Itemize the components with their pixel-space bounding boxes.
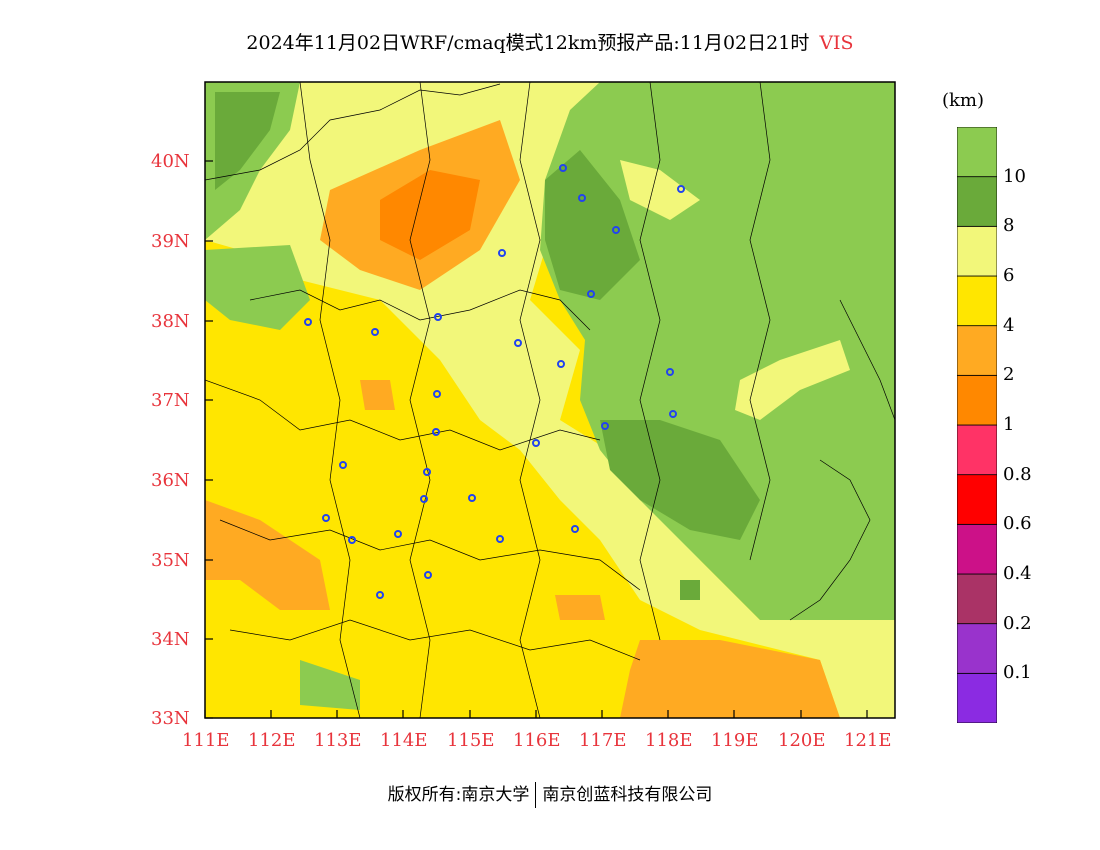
colorbar-swatch [957, 375, 997, 425]
colorbar-swatch [957, 127, 997, 177]
colorbar-tick-label: 0.1 [1003, 662, 1032, 683]
colorbar-swatch [957, 624, 997, 674]
lon-label-120e: 120E [778, 730, 826, 751]
colorbar-swatch [957, 226, 997, 276]
lat-label-36n: 36N [151, 470, 190, 491]
lon-label-111e: 111E [182, 730, 230, 751]
lon-label-112e: 112E [248, 730, 296, 751]
footer-separator [535, 782, 536, 808]
colorbar-tick-label: 0.8 [1003, 464, 1032, 485]
colorbar [957, 127, 997, 723]
colorbar-tick-label: 4 [1003, 315, 1014, 336]
colorbar-tick-label: 0.4 [1003, 563, 1032, 584]
footer-left: 版权所有:南京大学 [388, 785, 530, 805]
colorbar-swatch [957, 326, 997, 376]
colorbar-tick-label: 0.6 [1003, 513, 1032, 534]
colorbar-tick-label: 1 [1003, 414, 1014, 435]
lon-label-113e: 113E [314, 730, 362, 751]
lat-label-37n: 37N [151, 390, 190, 411]
copyright-footer: 版权所有:南京大学 南京创蓝科技有限公司 [0, 780, 1100, 808]
lat-label-33n: 33N [151, 708, 190, 729]
lon-label-117e: 117E [579, 730, 627, 751]
lon-label-116e: 116E [513, 730, 561, 751]
lon-label-121e: 121E [844, 730, 892, 751]
lat-label-40n: 40N [151, 151, 190, 172]
colorbar-tick-label: 10 [1003, 166, 1026, 187]
colorbar-swatch [957, 425, 997, 475]
lat-label-35n: 35N [151, 550, 190, 571]
lat-label-39n: 39N [151, 231, 190, 252]
lon-label-119e: 119E [711, 730, 759, 751]
colorbar-tick-label: 2 [1003, 364, 1014, 385]
colorbar-tick-label: 0.2 [1003, 613, 1032, 634]
colorbar-tick-label: 8 [1003, 215, 1014, 236]
colorbar-swatch [957, 475, 997, 525]
colorbar-swatch [957, 276, 997, 326]
map-fields [205, 82, 895, 718]
lon-label-118e: 118E [645, 730, 693, 751]
footer-right: 南京创蓝科技有限公司 [542, 785, 712, 805]
lon-label-115e: 115E [447, 730, 495, 751]
lat-label-34n: 34N [151, 629, 190, 650]
unit-label: (km) [942, 90, 984, 111]
colorbar-swatch [957, 673, 997, 723]
colorbar-swatch [957, 574, 997, 624]
colorbar-tick-label: 6 [1003, 265, 1014, 286]
colorbar-swatch [957, 177, 997, 227]
colorbar-swatch [957, 524, 997, 574]
lat-label-38n: 38N [151, 311, 190, 332]
lon-label-114e: 114E [380, 730, 428, 751]
